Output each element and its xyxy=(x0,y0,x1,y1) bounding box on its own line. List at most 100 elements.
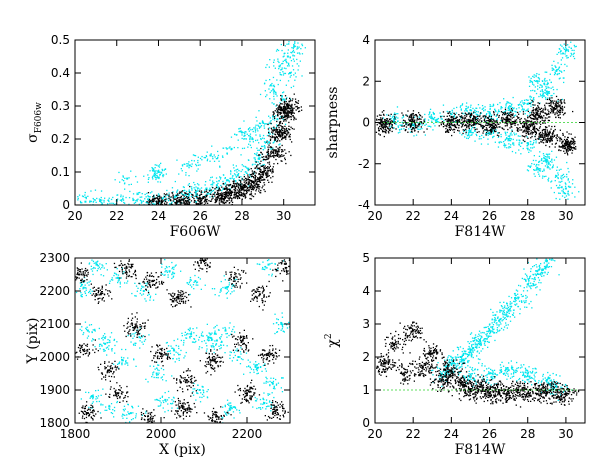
points-chi2 xyxy=(376,258,580,408)
y-tick-label: 0.5 xyxy=(51,33,70,47)
data-point-xy-1-2 xyxy=(125,266,128,269)
data-point-sigma-0-12 xyxy=(236,174,239,177)
data-point-sigma-1-2 xyxy=(199,197,202,200)
data-point-sigma-1-5 xyxy=(240,187,243,190)
data-point-xy-1-1 xyxy=(99,293,102,296)
data-point-xy-0-25 xyxy=(198,389,201,391)
data-point-sigma-0-13 xyxy=(247,167,250,170)
data-point-chi2-0-3 xyxy=(469,349,472,352)
y-tick-label: 2 xyxy=(362,350,370,364)
data-point-xy-0-3 xyxy=(142,290,145,292)
data-point-sharpness-0-6 xyxy=(507,107,510,110)
data-point-chi2-1-0 xyxy=(383,362,386,365)
data-point-xy-1-19 xyxy=(147,418,150,421)
x-axis-label: F814W xyxy=(455,442,506,458)
data-point-chi2-0-15 xyxy=(526,372,529,375)
data-point-xy-1-12 xyxy=(160,352,162,355)
points-sigma xyxy=(77,41,306,205)
data-point-sigma-0-31 xyxy=(278,65,281,68)
data-point-sigma-0-22 xyxy=(209,154,212,157)
data-point-xy-1-21 xyxy=(215,415,218,418)
y-tick-label: 2200 xyxy=(39,284,70,298)
data-point-chi2-1-3 xyxy=(412,329,415,332)
data-point-sigma-0-20 xyxy=(157,171,160,173)
x-tick-label: 24 xyxy=(444,209,459,223)
data-point-sigma-0-24 xyxy=(251,138,254,140)
y-tick-label: 1800 xyxy=(39,416,70,430)
x-tick-label: 22 xyxy=(406,427,421,441)
data-point-chi2-1-4 xyxy=(421,365,424,368)
y-tick-label: 2 xyxy=(362,74,370,88)
data-point-xy-0-8 xyxy=(86,329,89,332)
data-point-xy-0-10 xyxy=(121,359,124,362)
y-axis-label-subscript: F606w xyxy=(34,102,44,133)
x-tick-label: 26 xyxy=(193,209,208,223)
data-point-sharpness-0-2 xyxy=(431,117,434,120)
data-point-chi2-0-10 xyxy=(536,270,539,273)
data-point-xy-1-18 xyxy=(117,392,119,395)
data-point-sharpness-0-3 xyxy=(450,113,453,116)
data-point-xy-0-21 xyxy=(91,395,94,398)
x-tick-label: 28 xyxy=(234,209,249,223)
y-tick-label: -2 xyxy=(358,157,370,171)
data-point-sigma-1-1 xyxy=(178,199,181,202)
data-point-xy-1-17 xyxy=(86,412,89,415)
data-point-xy-1-3 xyxy=(151,280,154,283)
data-point-chi2-0-4 xyxy=(479,339,481,342)
data-point-sigma-1-3 xyxy=(220,194,223,197)
data-point-sigma-0-19 xyxy=(293,45,296,48)
data-point-xy-0-18 xyxy=(237,356,240,358)
data-point-chi2-1-17 xyxy=(545,392,548,395)
x-tick-label: 30 xyxy=(558,427,573,441)
data-point-chi2-1-11 xyxy=(488,392,491,395)
plot-frame xyxy=(74,257,291,424)
data-point-xy-0-17 xyxy=(224,329,227,332)
x-tick-label: 22 xyxy=(406,209,421,223)
y-tick-label: 0 xyxy=(362,416,370,430)
data-point-sharpness-1-5 xyxy=(507,118,510,121)
y-tick-label: 4 xyxy=(362,284,370,298)
data-point-sigma-0-28 xyxy=(126,177,129,180)
data-point-xy-0-15 xyxy=(207,336,210,339)
data-point-sigma-0-18 xyxy=(288,72,291,74)
y-tick-label: 5 xyxy=(362,251,370,265)
data-point-chi2-0-7 xyxy=(507,309,510,312)
data-point-chi2-1-5 xyxy=(431,352,434,355)
data-point-xy-0-12 xyxy=(155,372,158,375)
data-point-xy-0-16 xyxy=(215,339,218,342)
y-tick-label: 3 xyxy=(362,317,370,331)
data-point-sigma-0-9 xyxy=(205,187,208,190)
data-point-sigma-0-16 xyxy=(276,118,279,121)
points-xy xyxy=(75,258,290,423)
data-point-sharpness-0-0 xyxy=(393,119,396,122)
data-point-xy-1-11 xyxy=(134,326,137,329)
x-tick-label: 28 xyxy=(520,427,535,441)
y-axis-label: σF606w xyxy=(25,102,44,143)
data-point-chi2-1-1 xyxy=(393,342,396,345)
data-point-sharpness-0-5 xyxy=(488,111,491,114)
data-point-sharpness-1-3 xyxy=(469,119,472,122)
data-point-xy-0-6 xyxy=(224,286,227,289)
data-point-xy-1-0 xyxy=(78,273,81,276)
data-point-xy-1-14 xyxy=(211,359,214,362)
data-point-sigma-1-6 xyxy=(251,180,254,183)
data-point-sharpness-1-6 xyxy=(526,125,529,128)
x-tick-label: 22 xyxy=(109,209,124,223)
data-point-sharpness-0-18 xyxy=(536,80,539,83)
plot-frame xyxy=(374,257,586,424)
data-point-sharpness-0-17 xyxy=(564,187,567,190)
data-point-sigma-0-4 xyxy=(147,198,150,201)
data-point-xy-0-13 xyxy=(172,349,175,352)
data-point-sigma-0-29 xyxy=(153,174,156,177)
data-point-xy-0-22 xyxy=(108,405,111,408)
data-point-chi2-1-16 xyxy=(536,389,539,391)
data-point-xy-0-9 xyxy=(104,342,107,345)
data-point-sigma-0-11 xyxy=(226,179,229,182)
data-point-sigma-0-21 xyxy=(188,164,191,167)
data-point-sigma-0-8 xyxy=(195,190,198,193)
data-point-xy-1-22 xyxy=(246,392,248,395)
data-point-xy-0-24 xyxy=(164,398,167,401)
data-point-xy-1-20 xyxy=(181,405,184,408)
data-point-sharpness-1-10 xyxy=(564,142,567,145)
